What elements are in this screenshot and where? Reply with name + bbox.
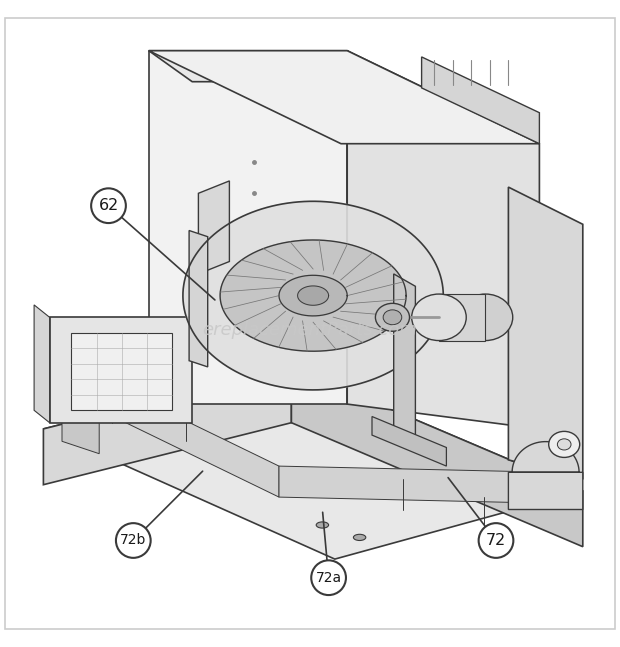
Ellipse shape bbox=[375, 303, 409, 331]
Polygon shape bbox=[62, 360, 279, 497]
Polygon shape bbox=[183, 201, 443, 390]
Text: 72: 72 bbox=[486, 533, 506, 548]
Polygon shape bbox=[62, 410, 99, 454]
Text: ereplacementParts.com: ereplacementParts.com bbox=[203, 321, 417, 338]
Ellipse shape bbox=[353, 534, 366, 540]
Polygon shape bbox=[43, 367, 583, 559]
Polygon shape bbox=[198, 181, 229, 274]
Polygon shape bbox=[279, 275, 347, 316]
Polygon shape bbox=[508, 187, 583, 479]
Polygon shape bbox=[149, 50, 391, 82]
Polygon shape bbox=[298, 286, 329, 305]
Polygon shape bbox=[189, 230, 208, 367]
Ellipse shape bbox=[458, 294, 513, 340]
Polygon shape bbox=[508, 442, 583, 509]
Circle shape bbox=[479, 523, 513, 558]
Text: 72a: 72a bbox=[316, 571, 342, 585]
Polygon shape bbox=[34, 305, 50, 422]
Polygon shape bbox=[279, 466, 552, 503]
Circle shape bbox=[311, 560, 346, 595]
Polygon shape bbox=[439, 294, 485, 340]
Polygon shape bbox=[149, 50, 539, 144]
Polygon shape bbox=[347, 50, 391, 404]
Circle shape bbox=[116, 523, 151, 558]
Ellipse shape bbox=[549, 432, 580, 457]
Ellipse shape bbox=[412, 294, 466, 340]
Circle shape bbox=[91, 188, 126, 223]
Text: 72b: 72b bbox=[120, 534, 146, 547]
Ellipse shape bbox=[316, 522, 329, 528]
Polygon shape bbox=[372, 417, 446, 466]
Polygon shape bbox=[71, 333, 172, 410]
Ellipse shape bbox=[557, 439, 571, 450]
Ellipse shape bbox=[383, 310, 402, 325]
Polygon shape bbox=[220, 240, 406, 351]
Polygon shape bbox=[291, 367, 583, 547]
Polygon shape bbox=[50, 317, 192, 422]
Polygon shape bbox=[347, 50, 539, 429]
Polygon shape bbox=[43, 367, 291, 485]
Polygon shape bbox=[422, 57, 539, 144]
Text: 62: 62 bbox=[99, 198, 118, 214]
Polygon shape bbox=[394, 274, 415, 450]
Polygon shape bbox=[149, 50, 347, 404]
